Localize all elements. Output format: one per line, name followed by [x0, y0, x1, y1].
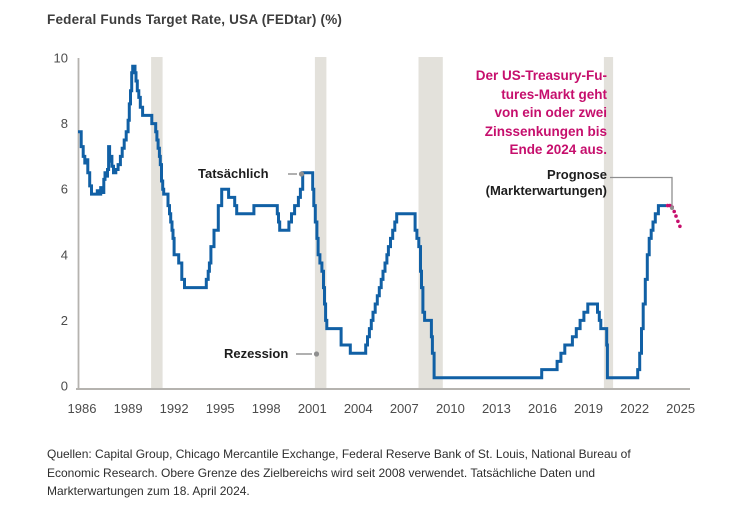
- x-tick-label: 1995: [206, 401, 235, 416]
- y-tick-label: 6: [61, 182, 68, 197]
- recession-band: [603, 57, 614, 389]
- actual-connector-dot: [298, 171, 305, 177]
- forecast-dot: [676, 219, 680, 224]
- annotation-actual-label: Tatsächlich: [198, 166, 269, 181]
- x-tick-label: 2004: [344, 401, 373, 416]
- x-tick-label: 1986: [68, 401, 97, 416]
- x-tick-label: 1992: [160, 401, 189, 416]
- forecast-connector-line: [610, 176, 673, 206]
- recession-connector-dot: [313, 351, 320, 357]
- x-tick-label: 2016: [528, 401, 557, 416]
- source-note: Quellen: Capital Group, Chicago Mercanti…: [47, 447, 631, 499]
- x-tick-label: 1989: [114, 401, 143, 416]
- x-tick-label: 2013: [482, 401, 511, 416]
- x-tick-label: 2019: [574, 401, 603, 416]
- x-tick-label: 2001: [298, 401, 327, 416]
- annotation-recession-label: Rezession: [224, 346, 289, 361]
- y-tick-label: 10: [54, 51, 68, 66]
- x-tick-label: 2022: [620, 401, 649, 416]
- forecast-dot: [672, 209, 676, 214]
- y-tick-label: 2: [61, 313, 68, 328]
- forecast-connector-dot: [670, 206, 674, 210]
- recession-band: [314, 57, 327, 389]
- recession-band: [418, 57, 443, 389]
- annotation-callout-text: Der US-Treasury-Fu- tures-Markt geht von…: [475, 68, 607, 157]
- x-tick-label: 2007: [390, 401, 419, 416]
- y-tick-label: 8: [61, 116, 68, 131]
- recession-band: [151, 57, 163, 389]
- annotation-forecast-label: Prognose (Markterwartungen): [485, 167, 607, 198]
- x-tick-label: 1998: [252, 401, 281, 416]
- x-tick-label: 2010: [436, 401, 465, 416]
- chart-title: Federal Funds Target Rate, USA (FEDtar) …: [47, 12, 343, 27]
- actual-rate-line: [78, 64, 667, 380]
- forecast-dot: [678, 224, 682, 229]
- x-tick-label: 2025: [666, 401, 695, 416]
- y-tick-label: 4: [61, 247, 68, 262]
- forecast-dot: [674, 214, 678, 218]
- y-tick-label: 0: [61, 379, 68, 394]
